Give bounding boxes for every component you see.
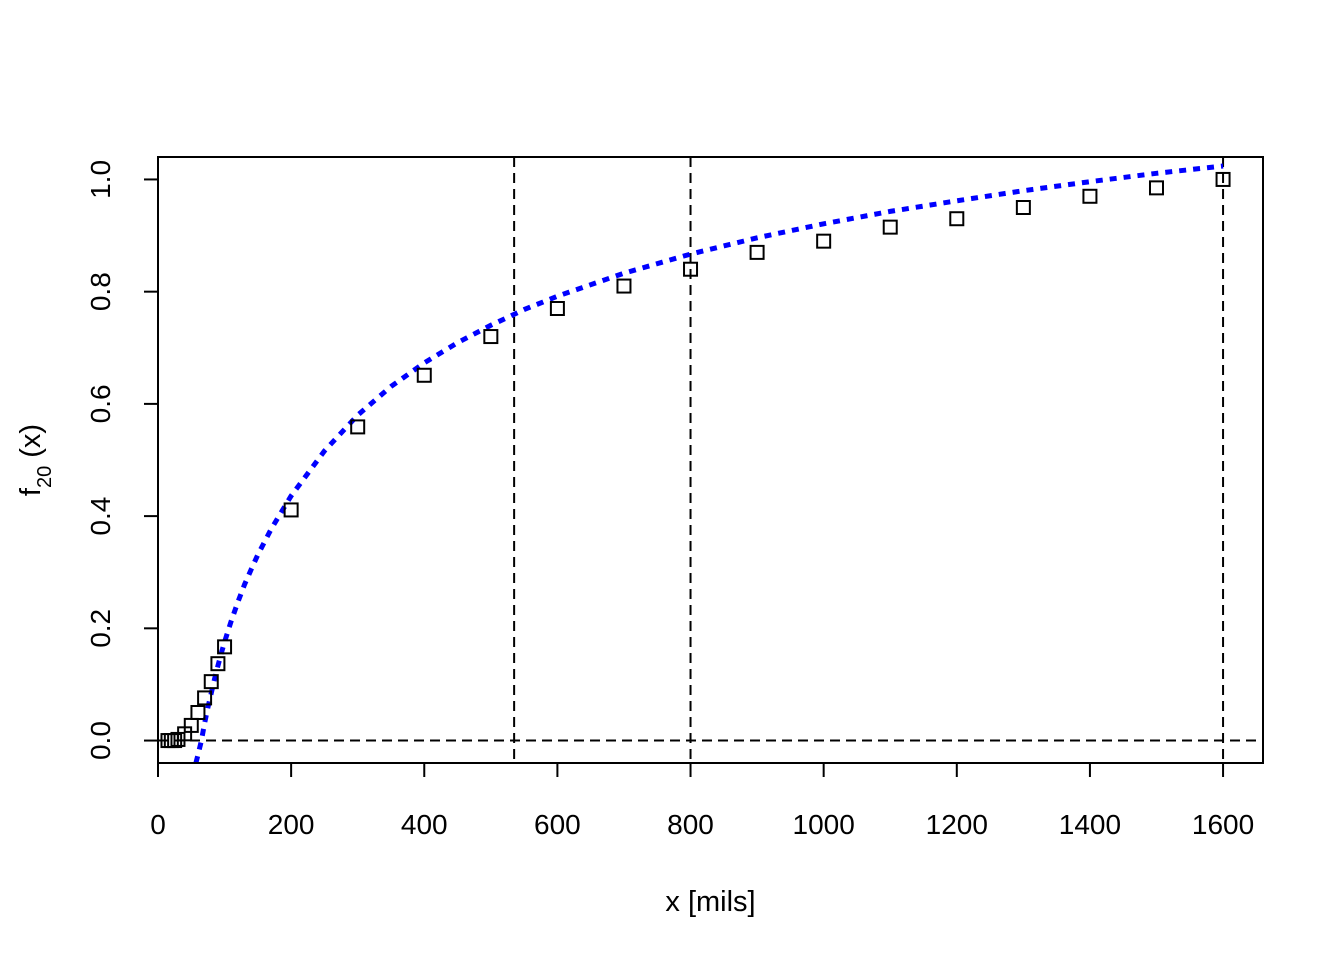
x-tick-label: 1600 xyxy=(1192,809,1254,840)
y-tick-label: 1.0 xyxy=(85,160,116,199)
fitted-curve-layer xyxy=(193,163,1224,763)
data-point xyxy=(882,219,898,235)
data-point xyxy=(1215,171,1231,187)
x-tick-label: 200 xyxy=(268,809,315,840)
y-tick-label: 0.6 xyxy=(85,384,116,423)
y-tick-label: 0.8 xyxy=(85,272,116,311)
data-point xyxy=(416,367,432,383)
data-point xyxy=(683,261,699,277)
data-point xyxy=(283,502,299,518)
x-tick-label: 1400 xyxy=(1059,809,1121,840)
data-point xyxy=(1082,188,1098,204)
x-tick-label: 800 xyxy=(667,809,714,840)
data-point xyxy=(217,639,233,655)
y-axis-title-subscript: 20 xyxy=(34,466,56,488)
data-point xyxy=(483,329,499,345)
data-point xyxy=(616,278,632,294)
data-point xyxy=(197,690,213,706)
data-point xyxy=(749,244,765,260)
data-point xyxy=(190,705,206,720)
x-axis-title: x [mils] xyxy=(665,886,755,918)
data-point xyxy=(203,674,219,690)
y-axis-title-base: f xyxy=(15,487,47,496)
plot-box xyxy=(157,156,1264,764)
data-point xyxy=(210,656,226,672)
x-axis: 0 200 400 600 800 1000 1200 1400 1600 xyxy=(150,763,1254,840)
data-points-layer xyxy=(160,171,1231,749)
data-point xyxy=(816,233,832,249)
x-tick-label: 0 xyxy=(150,809,166,840)
y-axis-title-suffix: (x) xyxy=(15,424,47,466)
x-tick-label: 400 xyxy=(401,809,448,840)
data-point xyxy=(1015,200,1031,215)
fitted-curve-line xyxy=(193,163,1224,763)
y-axis: 0.0 0.2 0.4 0.6 0.8 1.0 xyxy=(85,160,158,760)
y-tick-label: 0.2 xyxy=(85,609,116,648)
data-point xyxy=(549,301,565,316)
y-tick-label: 0.4 xyxy=(85,497,116,536)
y-tick-label: 0.0 xyxy=(85,721,116,760)
x-tick-label: 1200 xyxy=(926,809,988,840)
y-axis-title: f20 (x) xyxy=(15,424,56,496)
data-point xyxy=(350,419,366,435)
x-tick-label: 600 xyxy=(534,809,581,840)
data-point xyxy=(949,211,965,227)
data-point xyxy=(1148,180,1164,196)
x-tick-label: 1000 xyxy=(793,809,855,840)
